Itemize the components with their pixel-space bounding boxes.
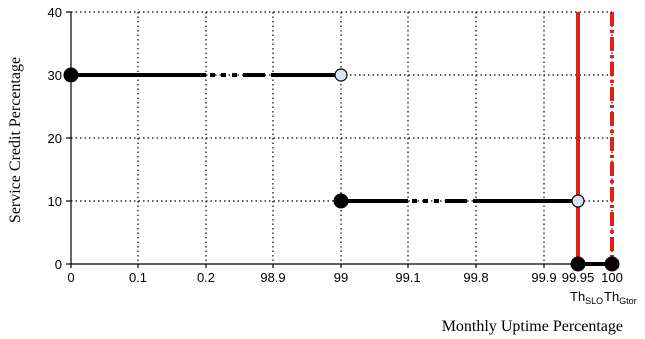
x-tick-labels: 0 0.1 0.2 98.9 99 99.1 99.8 99.9 99.95 100 xyxy=(67,270,622,285)
x-tick-label: 99.9 xyxy=(531,270,556,285)
x-tick-label: 0.2 xyxy=(197,270,215,285)
x-tick-label: 0.1 xyxy=(129,270,147,285)
x-axis-label: Monthly Uptime Percentage xyxy=(442,318,623,335)
threshold-labels: ThSLO ThGtor xyxy=(570,289,637,306)
closed-point xyxy=(604,256,620,272)
y-tick-label: 0 xyxy=(55,257,62,272)
threshold-lines xyxy=(576,12,614,264)
x-tick-label: 99 xyxy=(334,270,348,285)
grid-lines xyxy=(71,11,613,264)
y-tick-label: 10 xyxy=(48,194,62,209)
threshold-label: ThSLO xyxy=(570,289,603,306)
y-tick-label: 20 xyxy=(48,131,62,146)
x-tick-label: 98.9 xyxy=(260,270,285,285)
open-point xyxy=(334,68,348,82)
data-points xyxy=(63,67,620,272)
y-tick-label: 30 xyxy=(48,68,62,83)
y-axis-label: Service Credit Percentage xyxy=(7,57,24,223)
x-tick-label: 99.8 xyxy=(463,270,488,285)
axes xyxy=(66,11,613,268)
open-point xyxy=(571,194,585,208)
x-tick-label: 99.95 xyxy=(562,270,595,285)
threshold-label: ThGtor xyxy=(604,289,637,306)
closed-point xyxy=(333,193,349,209)
y-tick-labels: 0 10 20 30 40 xyxy=(48,5,62,272)
x-tick-label: 100 xyxy=(601,270,623,285)
closed-point xyxy=(570,256,586,272)
y-tick-label: 40 xyxy=(48,5,62,20)
x-tick-label: 0 xyxy=(67,270,74,285)
closed-point xyxy=(63,67,79,83)
x-tick-label: 99.1 xyxy=(395,270,420,285)
